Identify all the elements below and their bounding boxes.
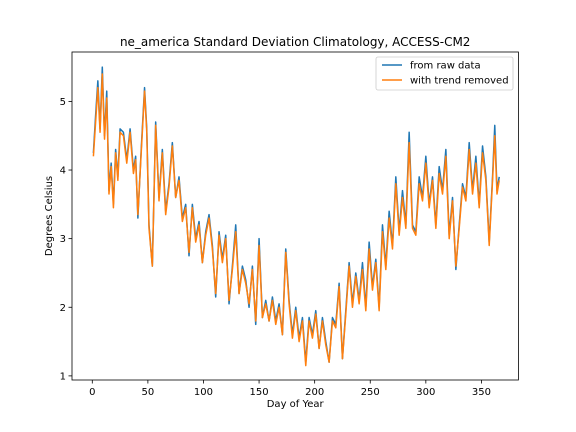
x-tick-label: 50: [142, 387, 155, 398]
legend-label-raw: from raw data: [410, 61, 481, 72]
x-tick-label: 250: [361, 387, 380, 398]
series-line-detrended: [92, 73, 500, 367]
x-tick-label: 300: [416, 387, 435, 398]
x-axis-label: Day of Year: [267, 399, 325, 410]
x-tick-label: 100: [194, 387, 213, 398]
plot-area-frame: [71, 51, 519, 381]
y-tick-label: 5: [60, 97, 66, 108]
y-tick-label: 1: [60, 371, 66, 382]
legend: from raw data with trend removed: [375, 56, 514, 91]
y-axis-label: Degrees Celsius: [44, 176, 55, 256]
x-tick-label: 0: [89, 387, 95, 398]
chart-title: ne_america Standard Deviation Climatolog…: [120, 35, 471, 49]
legend-frame: [375, 56, 514, 91]
x-axis: 0 50 100 150 200 250 300 350: [89, 380, 491, 398]
y-axis: 1 2 3 4 5: [60, 97, 72, 382]
x-tick-label: 150: [250, 387, 269, 398]
y-tick-label: 4: [60, 166, 66, 177]
x-tick-label: 350: [472, 387, 491, 398]
legend-label-detrended: with trend removed: [410, 76, 509, 87]
y-tick-label: 3: [60, 234, 66, 245]
series-layer: [92, 66, 500, 367]
y-tick-label: 2: [60, 303, 66, 314]
x-tick-label: 200: [305, 387, 324, 398]
